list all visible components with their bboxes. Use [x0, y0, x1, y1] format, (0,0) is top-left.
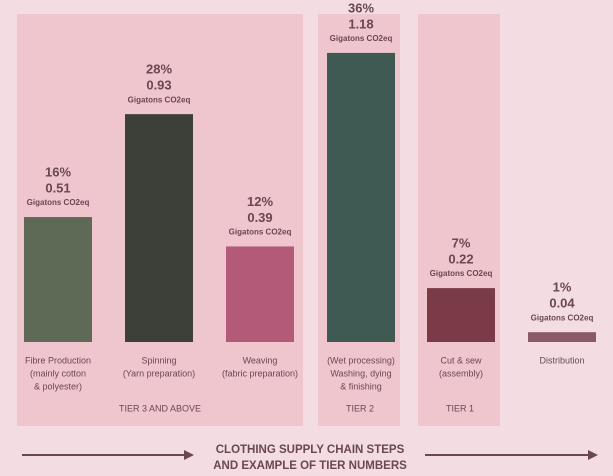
- tier-label: TIER 1: [446, 403, 474, 413]
- category-label: Distribution: [539, 355, 584, 365]
- bar: [427, 288, 495, 342]
- unit-label: Gigatons CO2eq: [27, 198, 90, 207]
- bar: [327, 53, 395, 342]
- category-label: (assembly): [439, 368, 483, 378]
- bar: [125, 114, 193, 342]
- arrow-head: [184, 450, 194, 460]
- category-label: (Yarn preparation): [123, 368, 195, 378]
- bar: [528, 332, 596, 342]
- unit-label: Gigatons CO2eq: [229, 228, 292, 237]
- tier-label: TIER 2: [346, 403, 374, 413]
- bar: [226, 246, 294, 342]
- unit-label: Gigatons CO2eq: [430, 269, 493, 278]
- tier-label: TIER 3 AND ABOVE: [119, 403, 201, 413]
- share-label: 16%: [45, 164, 71, 179]
- unit-label: Gigatons CO2eq: [330, 34, 393, 43]
- value-label: 0.51: [45, 180, 70, 195]
- arrow-head: [588, 450, 598, 460]
- share-label: 28%: [146, 62, 172, 77]
- value-label: 0.39: [247, 210, 272, 225]
- value-label: 0.22: [448, 252, 473, 267]
- footer-title: AND EXAMPLE OF TIER NUMBERS: [213, 460, 407, 472]
- category-label: Spinning: [141, 355, 176, 365]
- category-label: Fibre Production: [25, 355, 91, 365]
- footer-title: CLOTHING SUPPLY CHAIN STEPS: [216, 444, 405, 456]
- share-label: 7%: [452, 236, 471, 251]
- category-label: Cut & sew: [440, 355, 482, 365]
- category-label: & finishing: [340, 381, 382, 391]
- share-label: 12%: [247, 194, 273, 209]
- share-label: 36%: [348, 0, 374, 15]
- value-label: 0.93: [146, 78, 171, 93]
- category-label: Weaving: [243, 355, 278, 365]
- value-label: 1.18: [348, 16, 373, 31]
- share-label: 1%: [553, 280, 572, 295]
- category-label: & polyester): [34, 381, 82, 391]
- category-label: Washing, dying: [330, 368, 391, 378]
- unit-label: Gigatons CO2eq: [531, 313, 594, 322]
- category-label: (Wet processing): [327, 355, 395, 365]
- value-label: 0.04: [549, 296, 575, 311]
- chart: TIER 3 AND ABOVE TIER 2 TIER 1 CLOTHING …: [0, 0, 613, 476]
- bar: [24, 217, 92, 342]
- unit-label: Gigatons CO2eq: [128, 95, 191, 104]
- category-label: (mainly cotton: [30, 368, 86, 378]
- category-label: (fabric preparation): [222, 368, 298, 378]
